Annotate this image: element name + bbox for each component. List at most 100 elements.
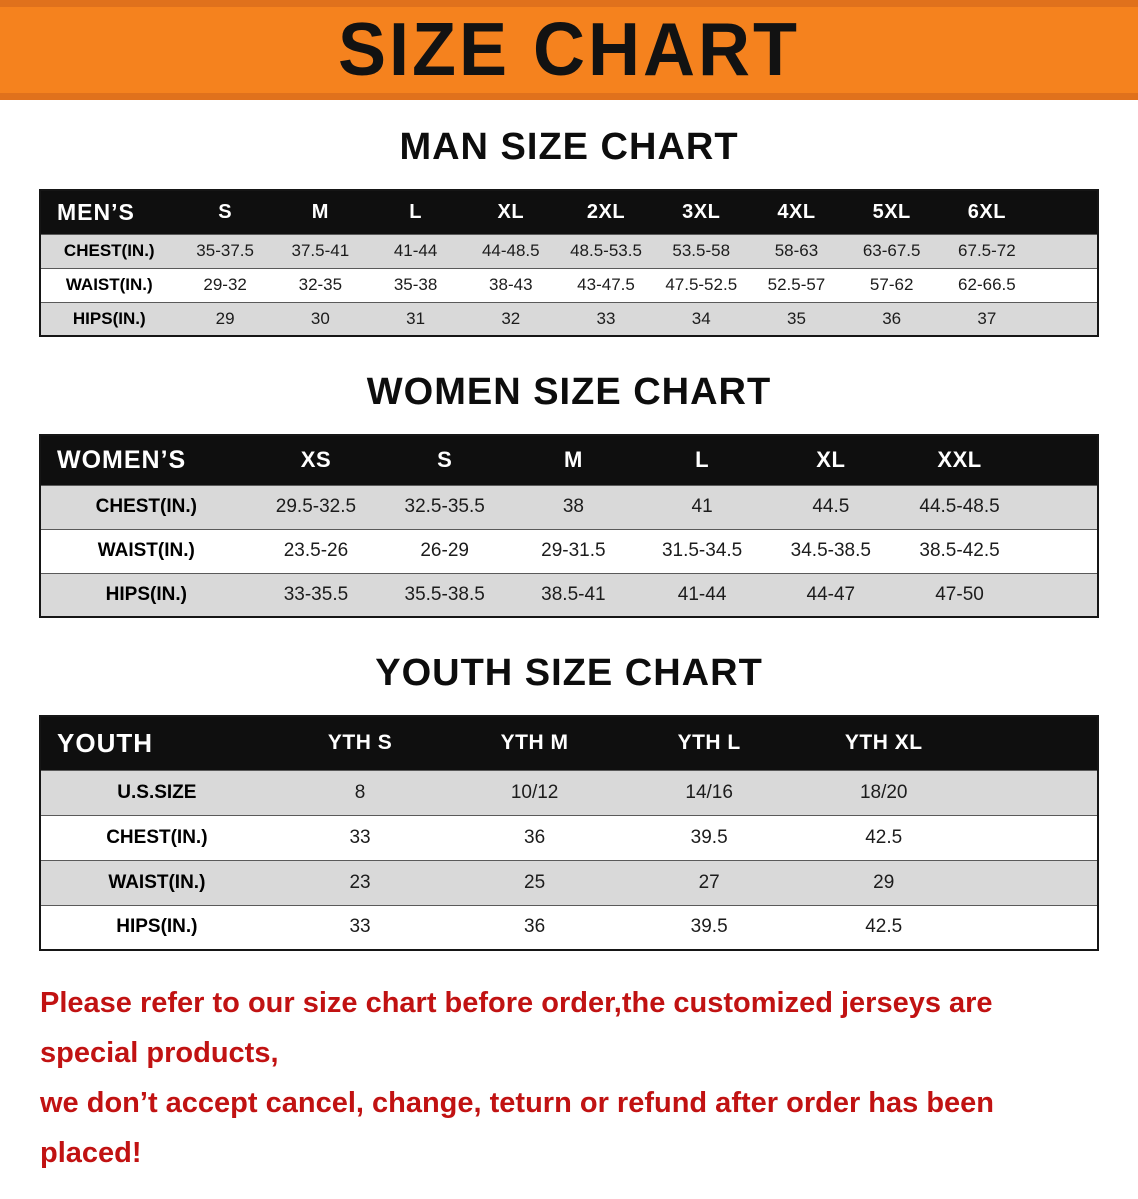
column-header: L — [367, 190, 464, 234]
column-header: L — [637, 435, 767, 485]
size-value: 31 — [367, 301, 464, 336]
spacer-cell — [1023, 435, 1098, 485]
table-title: MEN’S — [40, 190, 178, 234]
spacer-cell — [1023, 572, 1098, 617]
size-value: 33 — [272, 904, 448, 950]
size-value: 29 — [796, 859, 971, 905]
size-value: 47-50 — [895, 572, 1024, 617]
disclaimer-line-1: Please refer to our size chart before or… — [40, 987, 993, 1069]
size-value: 44-47 — [766, 572, 896, 617]
size-value: 63-67.5 — [844, 233, 940, 268]
table-title: YOUTH — [40, 716, 273, 770]
row-label: HIPS(IN.) — [40, 904, 273, 950]
spacer-cell — [1034, 233, 1098, 268]
size-value: 43-47.5 — [558, 267, 654, 302]
men-size-section: MAN SIZE CHART MEN’S S M L XL 2XL 3XL 4XL 5XL 6XL… — [0, 126, 1138, 337]
column-header: M — [272, 190, 368, 234]
column-header: S — [380, 435, 510, 485]
size-value: 36 — [447, 814, 622, 860]
spacer-cell — [971, 859, 1098, 905]
men-size-table: MEN’S S M L XL 2XL 3XL 4XL 5XL 6XL CHEST(IN.) 35-37… — [39, 189, 1099, 337]
row-label: WAIST(IN.) — [40, 859, 273, 905]
size-value: 31.5-34.5 — [637, 528, 767, 573]
size-value: 29 — [177, 301, 273, 336]
column-header: S — [177, 190, 273, 234]
row-label: CHEST(IN.) — [40, 814, 273, 860]
youth-size-section: YOUTH SIZE CHART YOUTH YTH S YTH M YTH L YTH… — [0, 652, 1138, 951]
size-value: 34 — [653, 301, 749, 336]
header-row: MEN’S S M L XL 2XL 3XL 4XL 5XL 6XL — [40, 190, 1098, 234]
youth-chart-heading: YOUTH SIZE CHART — [375, 652, 763, 694]
size-value: 36 — [844, 301, 940, 336]
size-value: 25 — [447, 859, 622, 905]
row-label: WAIST(IN.) — [40, 528, 252, 573]
column-header: YTH XL — [796, 716, 971, 770]
spacer-cell — [971, 904, 1098, 950]
size-value: 14/16 — [621, 769, 797, 815]
column-header: 5XL — [844, 190, 940, 234]
size-value: 41-44 — [637, 572, 767, 617]
size-value: 26-29 — [380, 528, 510, 573]
column-header: 3XL — [653, 190, 749, 234]
size-value: 39.5 — [621, 904, 797, 950]
women-chart-heading: WOMEN SIZE CHART — [366, 371, 772, 413]
size-value: 57-62 — [844, 267, 940, 302]
size-value: 33 — [558, 301, 654, 336]
size-value: 27 — [621, 859, 797, 905]
column-header: YTH S — [272, 716, 448, 770]
size-value: 37.5-41 — [272, 233, 368, 268]
size-value: 37 — [939, 301, 1035, 336]
table-row: CHEST(IN.) 35-37.5 37.5-41 41-44 44-48.5 48.5… — [40, 233, 1098, 268]
column-header: 2XL — [558, 190, 654, 234]
table-row: CHEST(IN.) 29.5-32.5 32.5-35.5 38 41 44.5 44.5… — [40, 484, 1098, 529]
spacer-cell — [1034, 267, 1098, 302]
disclaimer: Please refer to our size chart before or… — [40, 979, 1098, 1179]
size-value: 58-63 — [748, 233, 845, 268]
row-label: HIPS(IN.) — [40, 301, 178, 336]
size-value: 42.5 — [796, 814, 971, 860]
women-size-section: WOMEN SIZE CHART WOMEN’S XS S M L XL XXL CHEST(… — [0, 371, 1138, 618]
size-value: 38-43 — [463, 267, 559, 302]
table-title: WOMEN’S — [40, 435, 252, 485]
size-value: 33 — [272, 814, 448, 860]
size-value: 53.5-58 — [653, 233, 749, 268]
size-value: 67.5-72 — [939, 233, 1035, 268]
size-value: 38.5-41 — [509, 572, 638, 617]
men-chart-heading: MAN SIZE CHART — [399, 126, 739, 168]
header-row: WOMEN’S XS S M L XL XXL — [40, 435, 1098, 485]
size-value: 48.5-53.5 — [558, 233, 654, 268]
size-value: 42.5 — [796, 904, 971, 950]
table-row: WAIST(IN.) 23 25 27 29 — [40, 859, 1098, 905]
size-value: 39.5 — [621, 814, 797, 860]
size-value: 29.5-32.5 — [251, 484, 381, 529]
size-value: 35-38 — [367, 267, 464, 302]
size-value: 41-44 — [367, 233, 464, 268]
row-label: U.S.SIZE — [40, 769, 273, 815]
column-header: XL — [766, 435, 896, 485]
size-value: 35.5-38.5 — [380, 572, 510, 617]
size-value: 62-66.5 — [939, 267, 1035, 302]
women-size-table: WOMEN’S XS S M L XL XXL CHEST(IN.) 29.5-32.5 32.5… — [39, 434, 1099, 618]
column-header: XS — [251, 435, 381, 485]
size-value: 35 — [748, 301, 845, 336]
size-value: 41 — [637, 484, 767, 529]
size-value: 33-35.5 — [251, 572, 381, 617]
size-value: 29-32 — [177, 267, 273, 302]
size-value: 52.5-57 — [748, 267, 845, 302]
column-header: YTH L — [621, 716, 797, 770]
disclaimer-line-2: we don’t accept cancel, change, teturn o… — [40, 1086, 994, 1169]
spacer-cell — [971, 814, 1098, 860]
size-value: 23.5-26 — [251, 528, 381, 573]
size-value: 8 — [272, 769, 448, 815]
table-row: WAIST(IN.) 29-32 32-35 35-38 38-43 43-47.5 47.… — [40, 267, 1098, 302]
size-value: 34.5-38.5 — [766, 528, 896, 573]
size-value: 44-48.5 — [463, 233, 559, 268]
size-value: 36 — [447, 904, 622, 950]
table-row: HIPS(IN.) 33-35.5 35.5-38.5 38.5-41 41-44 44-… — [40, 572, 1098, 617]
size-value: 10/12 — [447, 769, 622, 815]
spacer-cell — [971, 716, 1098, 770]
size-value: 30 — [272, 301, 368, 336]
column-header: YTH M — [447, 716, 622, 770]
table-row: U.S.SIZE 8 10/12 14/16 18/20 — [40, 769, 1098, 815]
spacer-cell — [971, 769, 1098, 815]
